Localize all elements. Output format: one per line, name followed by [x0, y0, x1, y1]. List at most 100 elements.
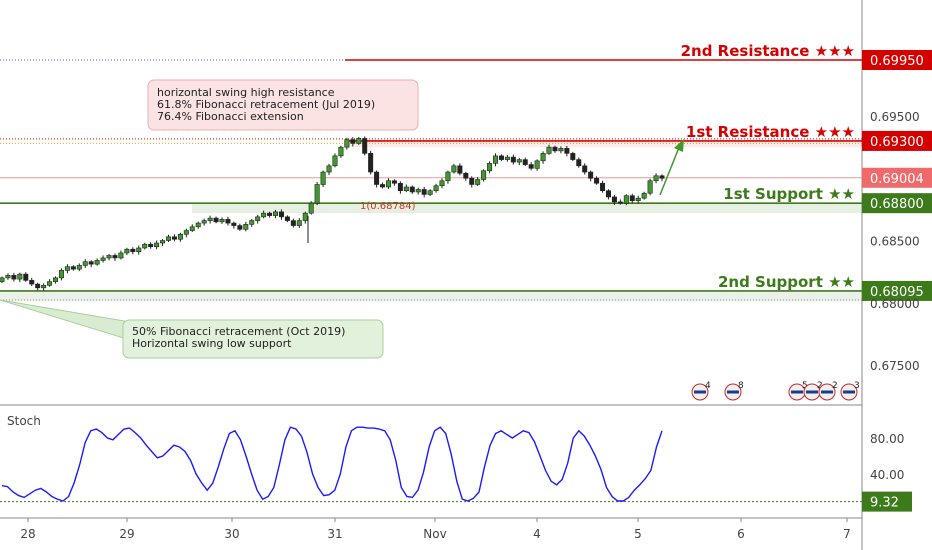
candle-body [64, 266, 70, 271]
current-price-tag: 0.69004 [870, 172, 924, 187]
candle-body [284, 216, 290, 221]
event-count: 2 [817, 381, 823, 391]
candle-body [522, 159, 528, 165]
candle-body [160, 240, 166, 244]
price-tick-label: 0.69500 [870, 110, 920, 124]
candle-body [171, 236, 177, 240]
candle-body [528, 164, 534, 169]
stoch-current-tag-bg [862, 491, 912, 512]
resistance-note-line: horizontal swing high resistance [157, 86, 335, 99]
fib-marker: 1(0.68784) [360, 201, 416, 212]
candle-body [58, 270, 64, 279]
level-1-price-tag-bg [862, 50, 932, 70]
candle-body [546, 146, 552, 154]
candle-body [338, 146, 344, 157]
candle-body [362, 138, 368, 154]
candle-body [29, 280, 35, 285]
candle-body [469, 177, 475, 185]
candle-body [605, 190, 611, 198]
stoch-line [1, 426, 663, 502]
candle-body [261, 212, 267, 218]
candle-body [82, 261, 88, 266]
candle-body [267, 212, 273, 216]
candle-body [0, 277, 5, 282]
candle-body [231, 222, 237, 226]
candle-body [582, 165, 588, 173]
candle-body [344, 139, 350, 148]
time-tick-label: 5 [634, 527, 642, 541]
candle-body [308, 202, 314, 214]
candle-body [558, 148, 564, 152]
candle-body [570, 153, 576, 160]
price-tick-label: 0.68500 [870, 235, 920, 249]
candle-body [201, 220, 207, 224]
candle-body [302, 212, 308, 221]
candle-body [433, 185, 439, 192]
level-2-price-tag-bg [862, 130, 932, 151]
candle-body [136, 247, 142, 253]
stoch-current-tag: 9.32 [870, 496, 899, 511]
candle-body [498, 155, 504, 160]
stoch-tick-label: 80.00 [870, 432, 904, 446]
candle-body [397, 182, 403, 192]
candle-body [70, 266, 76, 270]
candle-body [326, 165, 332, 173]
support-note-line: 50% Fibonacci retracement (Oct 2019) [132, 325, 345, 338]
candle-body [332, 155, 338, 167]
candle-body [124, 248, 130, 254]
candle-body [516, 159, 522, 163]
candle-body [219, 219, 225, 223]
candle-body [118, 252, 124, 259]
stoch-layer: Stoch 80.00 40.00 9.32 [0, 414, 912, 512]
candle-body [403, 186, 409, 192]
candle-body [183, 230, 189, 235]
projection-arrow-head [674, 139, 684, 152]
resistance-zone-1 [345, 140, 862, 148]
candle-body [88, 261, 94, 265]
level-3-price-tag: 0.68800 [870, 197, 924, 212]
projection-arrow-line [659, 144, 681, 196]
level-2-label: 1st Resistance ★★★ [686, 123, 855, 141]
candle-body [415, 189, 421, 193]
time-tick-label: 31 [327, 527, 342, 541]
level-4-price-tag-bg [862, 280, 932, 301]
candle-body [106, 255, 112, 259]
candle-body [17, 273, 23, 280]
candle-body [94, 260, 100, 265]
candle-body [142, 243, 148, 249]
candle-body [427, 190, 433, 195]
candle-body [100, 257, 106, 261]
candle-body [278, 211, 284, 218]
level-3-label: 1st Support ★★ [723, 185, 855, 203]
candle-body [76, 265, 82, 270]
time-tick-label: 28 [20, 527, 35, 541]
resistance-note-line: 61.8% Fibonacci retracement (Jul 2019) [157, 98, 375, 111]
event-count: 5 [802, 381, 808, 391]
level-1-price-tag: 0.69950 [870, 54, 924, 69]
candle-body [177, 233, 183, 240]
price-tick-label: 0.67500 [870, 359, 920, 373]
support-note-line: Horizontal swing low support [132, 337, 292, 350]
candle-body [534, 160, 540, 169]
candle-body [41, 285, 47, 289]
time-tick-label: 30 [224, 527, 239, 541]
candle-body [130, 248, 136, 253]
candle-body [635, 197, 641, 201]
candle-body [457, 165, 463, 174]
candle-body [154, 242, 160, 248]
candle-body [356, 138, 362, 144]
candle-body [385, 180, 391, 188]
candle-body [629, 195, 635, 201]
candle-body [421, 189, 427, 195]
candle-body [189, 226, 195, 231]
candle-body [112, 255, 118, 259]
time-tick-label: 7 [843, 527, 851, 541]
candle-body [290, 220, 296, 226]
candle-body [641, 192, 647, 199]
candle-body [493, 155, 499, 164]
candle-body [314, 184, 320, 204]
candle-body [540, 153, 546, 162]
